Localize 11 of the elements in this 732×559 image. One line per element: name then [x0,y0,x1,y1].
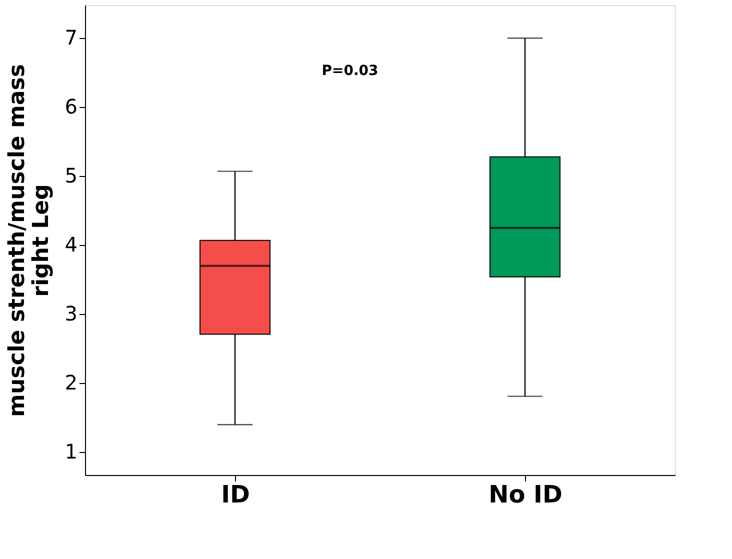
y-tick-label: 5 [64,164,78,188]
y-tick-label: 4 [64,232,78,257]
y-tick-label: 1 [64,440,78,464]
annotation: P=0.03 [322,62,378,79]
y-tick-label: 3 [64,302,78,326]
x-tick-label: ID [221,480,250,508]
y-tick-label: 6 [64,94,78,119]
y-tick-label: 2 [64,370,78,395]
x-tick-label: No ID [488,480,562,508]
y-tick-label: 7 [64,26,78,50]
y-axis-title: muscle strenth/muscle mass right Leg [4,64,54,417]
